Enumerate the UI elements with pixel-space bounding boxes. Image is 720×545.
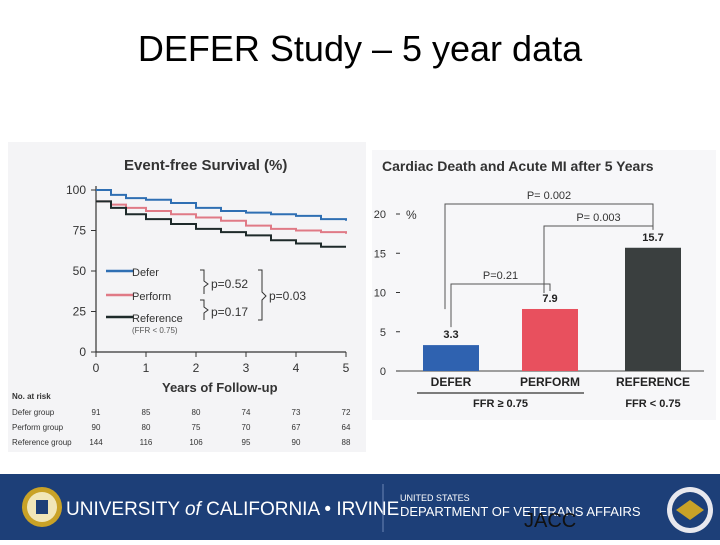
group-label-ffr-low: FFR < 0.75 (625, 398, 680, 410)
risk-table-cell: 85 (142, 408, 151, 417)
footer-va-top: UNITED STATES (400, 493, 470, 503)
survival-x-tick-label: 3 (243, 361, 250, 375)
risk-table-cell: 88 (342, 438, 351, 447)
risk-table-cell: 73 (292, 408, 301, 417)
p-value-defer-perform: p=0.52 (211, 277, 248, 291)
risk-table-cell: 67 (292, 423, 301, 432)
events-bar-chart-panel: Cardiac Death and Acute MI after 5 Years… (372, 150, 716, 420)
risk-table-group-label: Defer group (12, 408, 55, 417)
risk-table-cell: 106 (189, 438, 203, 447)
footer-graphics: UNIVERSITY of CALIFORNIA • IRVINE UNITED… (22, 484, 713, 533)
survival-y-tick-label: 25 (73, 305, 87, 319)
risk-table-cell: 90 (92, 423, 101, 432)
survival-y-tick-label: 0 (79, 345, 86, 359)
risk-table-cell: 75 (192, 423, 201, 432)
bar-chart-title: Cardiac Death and Acute MI after 5 Years (382, 158, 654, 174)
significance-bracket (450, 283, 551, 328)
slide-title: DEFER Study – 5 year data (137, 28, 583, 69)
risk-table-cell: 70 (242, 423, 251, 432)
p-value-groups: p=0.03 (269, 289, 306, 303)
risk-table-cell: 80 (192, 408, 201, 417)
footer-uc-of: of (185, 499, 203, 520)
bar-value-label: 3.3 (443, 329, 458, 341)
survival-x-axis-label: Years of Follow-up (162, 380, 278, 395)
survival-line-reference (96, 200, 346, 248)
survival-line-perform (96, 200, 347, 234)
bar-value-label: 7.9 (542, 293, 557, 305)
va-seal-icon (667, 487, 713, 533)
bar-y-tick-label: 5 (380, 327, 386, 339)
risk-table-cell: 95 (242, 438, 251, 447)
survival-x-tick-label: 1 (143, 361, 150, 375)
survival-y-tick-label: 100 (66, 183, 86, 197)
bar-value-label: 15.7 (642, 232, 663, 244)
bar-category-label: PERFORM (520, 375, 580, 389)
significance-p-value: P= 0.003 (576, 212, 620, 224)
risk-table-group-label: Perform group (12, 423, 64, 432)
bar-reference (625, 247, 681, 371)
significance-p-value: P=0.21 (483, 270, 518, 282)
risk-table-cell: 74 (242, 408, 251, 417)
survival-x-tick-label: 4 (293, 361, 300, 375)
svg-text:UNIVERSITY of CALI: UNIVERSITY of CALIFORNIA • IRVINE (66, 499, 399, 520)
survival-x-tick-label: 0 (93, 361, 100, 375)
bar-defer (423, 345, 479, 371)
footer-uc-university: UNIVERSITY (66, 499, 180, 520)
risk-table-cell: 80 (142, 423, 151, 432)
risk-table-group-label: Reference group (12, 438, 72, 447)
legend-label-defer: Defer (132, 267, 159, 279)
footer-uc-california: CALIFORNIA (206, 499, 320, 520)
bar-category-label: DEFER (431, 375, 472, 389)
legend-label-perform: Perform (132, 291, 171, 303)
survival-chart: Event-free Survival (%) 0 25 50 75 100 0 1 2 3 4 5… (12, 157, 351, 447)
bar-chart-y-unit: % (406, 208, 417, 222)
survival-y-tick-label: 50 (73, 264, 87, 278)
significance-p-value: P= 0.002 (527, 190, 571, 202)
footer-va-bottom: DEPARTMENT OF VETERANS AFFAIRS (400, 504, 641, 519)
p-bracket-outer (258, 269, 267, 321)
risk-table-cell: 72 (342, 408, 351, 417)
bar-perform (522, 308, 578, 371)
risk-table-cell: 116 (140, 438, 153, 447)
bar-category-label: REFERENCE (616, 375, 690, 389)
survival-x-tick-label: 5 (343, 361, 350, 375)
footer-uc-irvine: IRVINE (336, 499, 399, 520)
risk-table-cell: 91 (92, 408, 101, 417)
survival-chart-panel: Event-free Survival (%) 0 25 50 75 100 0 1 2 3 4 5… (8, 142, 366, 452)
bar-y-tick-label: 10 (374, 288, 386, 300)
p-bracket-inner-bottom (200, 299, 209, 320)
bar-y-tick-label: 15 (374, 248, 386, 260)
bar-y-tick-label: 0 (380, 366, 386, 378)
events-bar-chart: Cardiac Death and Acute MI after 5 Years… (374, 158, 704, 410)
risk-table-cell: 90 (292, 438, 301, 447)
significance-bracket (543, 225, 654, 293)
legend-label-reference: Reference (132, 313, 183, 325)
group-label-ffr-high: FFR ≥ 0.75 (473, 398, 528, 410)
p-bracket-inner-top (200, 269, 209, 294)
bar-y-tick-label: 20 (374, 209, 386, 221)
p-value-defer-reference: p=0.17 (211, 305, 248, 319)
survival-x-tick-label: 2 (193, 361, 200, 375)
risk-table-cell: 64 (342, 423, 351, 432)
source-label: JACC (524, 510, 577, 532)
survival-y-tick-label: 75 (73, 224, 87, 238)
legend-reference-note: (FFR < 0.75) (132, 326, 178, 335)
footer-uc-separator: • (324, 499, 331, 520)
risk-table-cell: 144 (89, 438, 103, 447)
risk-table-header: No. at risk (12, 392, 51, 401)
uci-seal-icon (22, 487, 62, 527)
significance-bracket (444, 203, 654, 310)
footer-bar: UNIVERSITY of CALIFORNIA • IRVINE UNITED… (0, 474, 720, 540)
survival-chart-title: Event-free Survival (%) (124, 157, 287, 174)
survival-line-defer (96, 189, 347, 221)
